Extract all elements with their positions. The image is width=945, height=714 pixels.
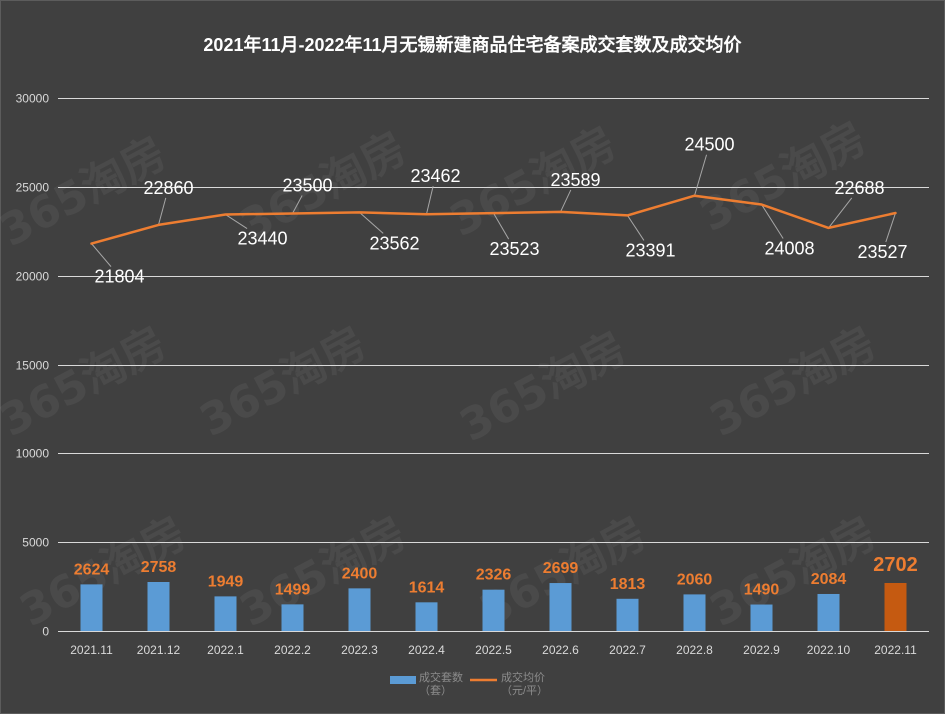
- y-tick-label: 15000: [16, 359, 50, 373]
- x-tick-label: 2022.8: [676, 643, 713, 657]
- leader-line: [885, 212, 896, 243]
- bar: [80, 584, 103, 631]
- bar: [683, 594, 706, 631]
- bar: [415, 602, 438, 631]
- leader-line: [158, 197, 167, 225]
- leader-line: [493, 212, 510, 240]
- bar-value-label: 2060: [677, 571, 713, 588]
- line-value-label: 24008: [764, 238, 814, 258]
- leader-line: [627, 215, 645, 241]
- y-tick-label: 20000: [16, 270, 50, 284]
- x-axis-labels: 2021.11 2021.12 2022.1 2022.2 2022.3 2022.4 20…: [70, 643, 917, 657]
- bar: [549, 583, 572, 631]
- y-tick-label: 25000: [16, 181, 50, 195]
- bar-value-label: 2699: [543, 560, 579, 577]
- line-value-label: 23500: [282, 175, 332, 195]
- bar-value-label: 2326: [476, 567, 512, 584]
- legend-label-line: 成交均价（元/平）: [501, 670, 548, 697]
- y-axis-labels: 0 5000 10000 15000 20000 25000 30000: [16, 92, 50, 639]
- bar: [281, 604, 304, 631]
- line-value-label: 22860: [143, 178, 193, 198]
- x-tick-label: 2022.9: [743, 643, 780, 657]
- watermark: 365淘房: [702, 317, 885, 446]
- leader-line: [828, 197, 853, 229]
- leader-line: [292, 195, 303, 214]
- x-tick-label: 2022.3: [341, 643, 378, 657]
- y-tick-label: 5000: [22, 536, 49, 550]
- x-tick-label: 2021.12: [137, 643, 181, 657]
- bar-value-label: 2400: [342, 565, 378, 582]
- line-value-label: 23562: [369, 233, 419, 253]
- leader-line: [91, 243, 112, 267]
- bar: [482, 589, 505, 631]
- bar: [214, 596, 237, 631]
- watermark: 365淘房: [702, 507, 885, 636]
- x-tick-label: 2022.11: [874, 643, 917, 657]
- x-tick-label: 2021.11: [70, 643, 113, 657]
- leader-lines: [91, 154, 896, 267]
- x-tick-label: 2022.4: [408, 643, 445, 657]
- line-value-label: 23391: [625, 240, 675, 260]
- bar: [817, 593, 840, 631]
- x-tick-label: 2022.2: [274, 643, 311, 657]
- leader-line: [359, 212, 384, 234]
- watermark: 365淘房: [452, 322, 635, 451]
- legend-label-bar: 成交套数（套）: [419, 670, 463, 697]
- line-value-label: 23523: [489, 239, 539, 259]
- legend-label-line-line: （元/平）: [501, 684, 548, 697]
- line-value-label: 22688: [834, 178, 884, 198]
- legend-label-line-line: 成交均价: [501, 670, 545, 684]
- legend-swatch-bar: [390, 676, 416, 684]
- bar-value-label: 1490: [744, 582, 780, 599]
- leader-line: [761, 204, 784, 239]
- watermark: 365淘房: [232, 507, 415, 636]
- line-value-label: 23589: [550, 170, 600, 190]
- line-value-label: 23462: [410, 166, 460, 186]
- bar-value-label: 2624: [74, 561, 110, 578]
- bar-value-label: 2084: [811, 571, 847, 588]
- bar-value-label: 1813: [610, 576, 646, 593]
- leader-line: [426, 186, 434, 215]
- leader-line: [694, 154, 708, 196]
- line-value-label: 24500: [684, 135, 734, 155]
- line-value-label: 21804: [94, 267, 144, 287]
- legend-label-bar-line: 成交套数: [419, 670, 463, 684]
- bar: [616, 598, 639, 631]
- line-value-label: 23440: [237, 229, 287, 249]
- bar-value-label: 1499: [275, 581, 311, 598]
- leader-line: [560, 189, 572, 213]
- x-tick-label: 2022.6: [542, 643, 579, 657]
- bar-series: [80, 581, 907, 631]
- bar-value-label: 1949: [208, 573, 244, 590]
- price-line: [90, 194, 897, 245]
- bar: [750, 604, 773, 631]
- bar-data-labels: 2624 2758 1949 1499 2400 1614 2326 2699 1813 2060…: [74, 554, 918, 599]
- legend: 成交套数（套） 成交均价（元/平）: [390, 670, 548, 697]
- x-tick-label: 2022.10: [807, 643, 851, 657]
- chart-title: 2021年11月-2022年11月无锡新建商品住宅备案成交套数及成交均价: [203, 34, 742, 55]
- bar: [884, 582, 907, 631]
- legend-label-bar-line: （套）: [419, 684, 452, 697]
- watermark: 365淘房: [192, 317, 375, 446]
- gridlines: [58, 98, 929, 632]
- bar-value-label: 2702: [873, 554, 918, 576]
- watermark: 365淘房: [0, 317, 175, 446]
- bar: [348, 588, 371, 631]
- line-value-label: 23527: [857, 242, 907, 262]
- x-tick-label: 2022.1: [207, 643, 244, 657]
- x-tick-label: 2022.5: [475, 643, 512, 657]
- y-tick-label: 30000: [16, 92, 50, 106]
- y-tick-label: 10000: [16, 447, 50, 461]
- x-tick-label: 2022.7: [609, 643, 646, 657]
- bar-value-label: 2758: [141, 559, 177, 576]
- bar-value-label: 1614: [409, 579, 445, 596]
- y-tick-label: 0: [42, 625, 49, 639]
- bar: [147, 581, 170, 631]
- leader-line: [225, 214, 248, 229]
- line-data-labels: 21804 22860 23440 23500 23562 23462 23523 23589…: [94, 135, 907, 287]
